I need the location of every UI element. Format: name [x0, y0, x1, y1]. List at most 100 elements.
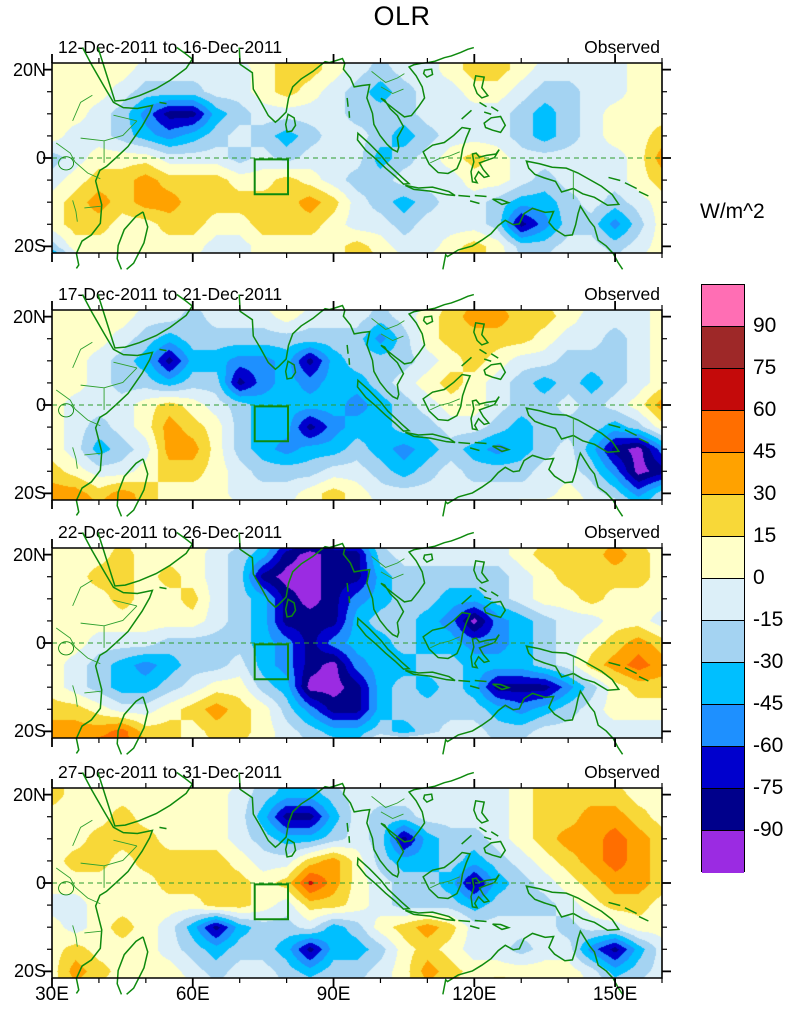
country-border-path: [372, 71, 405, 93]
coastline-path: [159, 98, 349, 118]
country-border-path: [56, 342, 101, 455]
country-border-path: [372, 556, 405, 578]
colorbar-segment: [702, 537, 744, 579]
coastline-path: [609, 662, 649, 681]
map-frame: [52, 310, 662, 500]
colorbar: [701, 284, 745, 873]
y-axis-tick-label: 0: [35, 633, 46, 653]
coastline-path: [424, 316, 433, 324]
colorbar-segment: [702, 747, 744, 789]
map-overlay-svg: [52, 548, 662, 738]
map-frame: [52, 63, 662, 253]
figure-title: OLR: [373, 1, 431, 31]
coastline-path: [443, 931, 623, 994]
coastline-path: [239, 533, 474, 637]
x-axis-tick-label: 90E: [316, 984, 351, 1005]
coastline-path: [286, 599, 296, 617]
x-axis-tick-label: 120E: [452, 984, 497, 1005]
coastline-path: [239, 48, 474, 152]
x-axis-tick-label: 30E: [35, 984, 69, 1005]
coastline-path: [357, 618, 409, 669]
y-axis-tick-label: 20N: [12, 59, 46, 80]
panel-2-source-label: Observed: [584, 284, 660, 304]
panel-1-source-label: Observed: [584, 37, 660, 57]
coastline-path: [117, 697, 148, 754]
colorbar-segment: [702, 705, 744, 747]
coastline-path: [405, 432, 508, 451]
colorbar-tick-label: -30: [753, 650, 784, 673]
coastline-path: [286, 839, 296, 857]
colorbar-tick-label: 75: [753, 356, 777, 379]
coastline-path: [239, 295, 474, 399]
coastline-path: [159, 823, 349, 843]
axis-ticks: [43, 54, 671, 262]
coastline-path: [424, 554, 433, 562]
coastline-path: [609, 424, 649, 443]
colorbar-tick-label: 90: [753, 314, 777, 337]
coastline-path: [357, 133, 409, 184]
colorbar-segment: [702, 495, 744, 537]
country-border-path: [56, 820, 101, 933]
y-axis-tick-label: 0: [35, 148, 46, 168]
coastline-path: [117, 937, 148, 994]
colorbar-tick-label: 60: [753, 398, 777, 421]
coastline-path: [117, 459, 148, 516]
coastline-path: [76, 533, 152, 754]
colorbar-segment: [702, 789, 744, 831]
colorbar-segment: [702, 411, 744, 453]
panel-4-date-range: 27-Dec-2011 to 31-Dec-2011: [58, 762, 283, 782]
map-panel-3: [52, 548, 662, 738]
country-border-path: [430, 637, 573, 684]
colorbar-segment: [702, 285, 744, 327]
coastline-path: [239, 773, 474, 877]
colorbar-tick-label: -90: [753, 818, 784, 841]
coastline-path: [471, 397, 499, 430]
panel-3-date-range: 22-Dec-2011 to 26-Dec-2011: [58, 522, 283, 542]
map-overlay-svg: [52, 63, 662, 253]
coastline-path: [424, 794, 433, 802]
coastline-path: [423, 375, 470, 421]
coastline-path: [462, 323, 506, 380]
country-border-path: [73, 200, 78, 221]
colorbar-segment: [702, 453, 744, 495]
y-axis-tick-label: 20S: [13, 961, 46, 982]
axis-ticks: [43, 539, 671, 747]
coastline-path: [98, 295, 192, 348]
colorbar-segment: [702, 621, 744, 663]
y-axis-tick-label: 20N: [12, 544, 46, 565]
map-overlay-svg: [52, 788, 662, 978]
x-axis-tick-label: 150E: [592, 984, 638, 1005]
panel-3-source-label: Observed: [584, 522, 660, 542]
country-border-path: [73, 447, 78, 468]
coastline-path: [98, 773, 192, 826]
map-panel-1: [52, 63, 662, 253]
y-axis-tick-label: 20S: [13, 483, 46, 504]
coastline-path: [526, 646, 618, 690]
coastline-path: [405, 910, 508, 929]
coastline-path: [159, 583, 349, 603]
region-box: [255, 644, 288, 679]
panel-1-header: 12-Dec-2011 to 16-Dec-2011 Observed: [52, 37, 662, 59]
lake-victoria-outline: [59, 882, 74, 895]
y-axis-tick-label: 20N: [12, 784, 46, 805]
axis-ticks: [43, 779, 671, 987]
lake-victoria-outline: [59, 404, 74, 417]
colorbar-segment: [702, 327, 744, 369]
country-border-path: [73, 925, 78, 946]
map-panel-4: [52, 788, 662, 978]
colorbar-segment: [702, 579, 744, 621]
region-box: [255, 159, 288, 194]
coastline-path: [462, 76, 506, 133]
coastline-path: [443, 453, 623, 516]
colorbar-unit-label: W/m^2: [700, 200, 765, 223]
panel-2-header: 17-Dec-2011 to 21-Dec-2011 Observed: [52, 284, 662, 306]
panel-2-date-range: 17-Dec-2011 to 21-Dec-2011: [58, 284, 283, 304]
coastline-path: [424, 69, 433, 77]
coastline-path: [609, 902, 649, 921]
region-box: [255, 884, 288, 919]
y-axis-tick-label: 20S: [13, 721, 46, 742]
coastline-path: [526, 161, 618, 205]
coastline-path: [471, 635, 499, 668]
coastline-path: [423, 128, 470, 174]
